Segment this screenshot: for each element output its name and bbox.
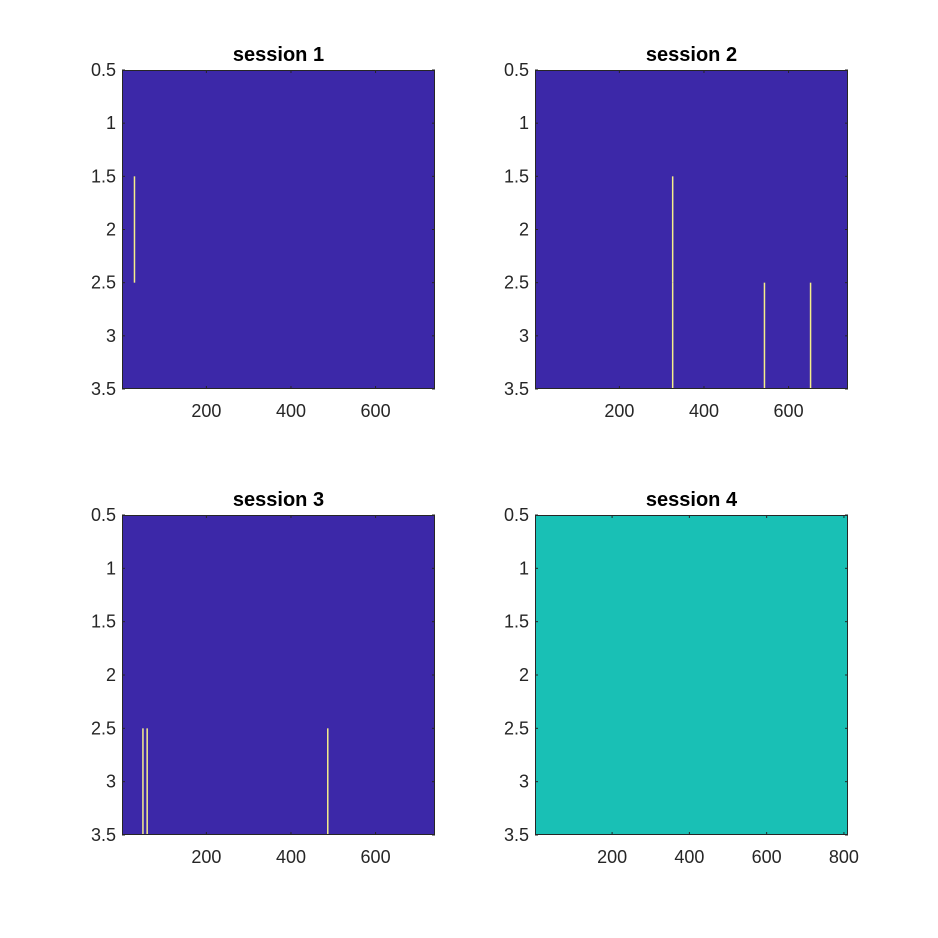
- heatmap-image: [535, 70, 848, 389]
- y-tick-label: 3.5: [91, 825, 116, 845]
- y-tick-label: 2.5: [504, 718, 529, 738]
- x-tick-label: 400: [689, 401, 719, 421]
- y-tick-label: 1: [106, 113, 116, 133]
- x-tick-label: 800: [829, 847, 859, 867]
- x-tick-label: 200: [604, 401, 634, 421]
- heatmap-mark-3-row-3: [327, 728, 329, 835]
- x-tick-label: 600: [361, 847, 391, 867]
- y-tick-label: 1.5: [504, 166, 529, 186]
- y-tick-label: 0.5: [91, 505, 116, 525]
- x-tick-label: 600: [361, 401, 391, 421]
- heatmap-mark-1-row-3: [671, 282, 674, 389]
- subplot-title: session 4: [646, 489, 738, 511]
- y-tick-label: 1.5: [91, 612, 116, 632]
- x-tick-label: 600: [752, 847, 782, 867]
- subplot-title: session 1: [233, 44, 324, 66]
- y-tick-label: 3.5: [504, 825, 529, 845]
- x-tick-label: 600: [774, 401, 804, 421]
- y-tick-label: 1.5: [504, 612, 529, 632]
- heatmap-mark-1-row-2: [671, 176, 674, 283]
- x-tick-label: 200: [597, 847, 627, 867]
- x-tick-label: 400: [276, 847, 306, 867]
- y-tick-label: 2.5: [91, 273, 116, 293]
- heatmap-mark-2-row-3: [146, 728, 148, 835]
- y-tick-label: 0.5: [91, 60, 116, 80]
- x-tick-label: 200: [191, 847, 221, 867]
- subplot-title: session 3: [233, 489, 324, 511]
- y-tick-label: 2: [106, 665, 116, 685]
- subplot-1: 0.5 1 1.5 2 2.5 3 3.5 200 400 600 session 1: [91, 44, 435, 421]
- x-tick-label: 200: [191, 401, 221, 421]
- y-tick-label: 1: [519, 558, 529, 578]
- y-tick-label: 1.5: [91, 166, 116, 186]
- y-tick-label: 3: [106, 326, 116, 346]
- x-tick-label: 400: [674, 847, 704, 867]
- y-tick-label: 2.5: [91, 718, 116, 738]
- subplot-3: 0.5 1 1.5 2 2.5 3 3.5 200 400 600 session 3: [91, 489, 435, 867]
- heatmap-mark-1-row-2: [133, 176, 136, 283]
- y-tick-label: 1: [519, 113, 529, 133]
- y-tick-label: 2: [519, 220, 529, 240]
- y-tick-label: 0.5: [504, 60, 529, 80]
- heatmap-mark-2-row-3: [763, 282, 766, 389]
- heatmap-image: [122, 515, 435, 835]
- y-tick-label: 2.5: [504, 273, 529, 293]
- y-tick-label: 0.5: [504, 505, 529, 525]
- heatmap-mark-1-row-3: [142, 728, 144, 835]
- subplot-2: 0.5 1 1.5 2 2.5 3 3.5 200 400 600 session 2: [504, 44, 848, 421]
- y-tick-label: 3.5: [504, 379, 529, 399]
- y-tick-label: 3: [106, 772, 116, 792]
- y-tick-label: 3.5: [91, 379, 116, 399]
- x-tick-label: 400: [276, 401, 306, 421]
- heatmap-mark-3-row-3: [809, 282, 812, 389]
- y-tick-label: 1: [106, 558, 116, 578]
- heatmap-image: [535, 515, 848, 835]
- heatmap-image: [122, 70, 435, 389]
- y-tick-label: 2: [519, 665, 529, 685]
- y-tick-label: 2: [106, 220, 116, 240]
- subplot-4: 0.5 1 1.5 2 2.5 3 3.5 200 400 600 800 session 4: [504, 489, 859, 867]
- y-tick-label: 3: [519, 326, 529, 346]
- subplot-title: session 2: [646, 44, 737, 66]
- y-tick-label: 3: [519, 772, 529, 792]
